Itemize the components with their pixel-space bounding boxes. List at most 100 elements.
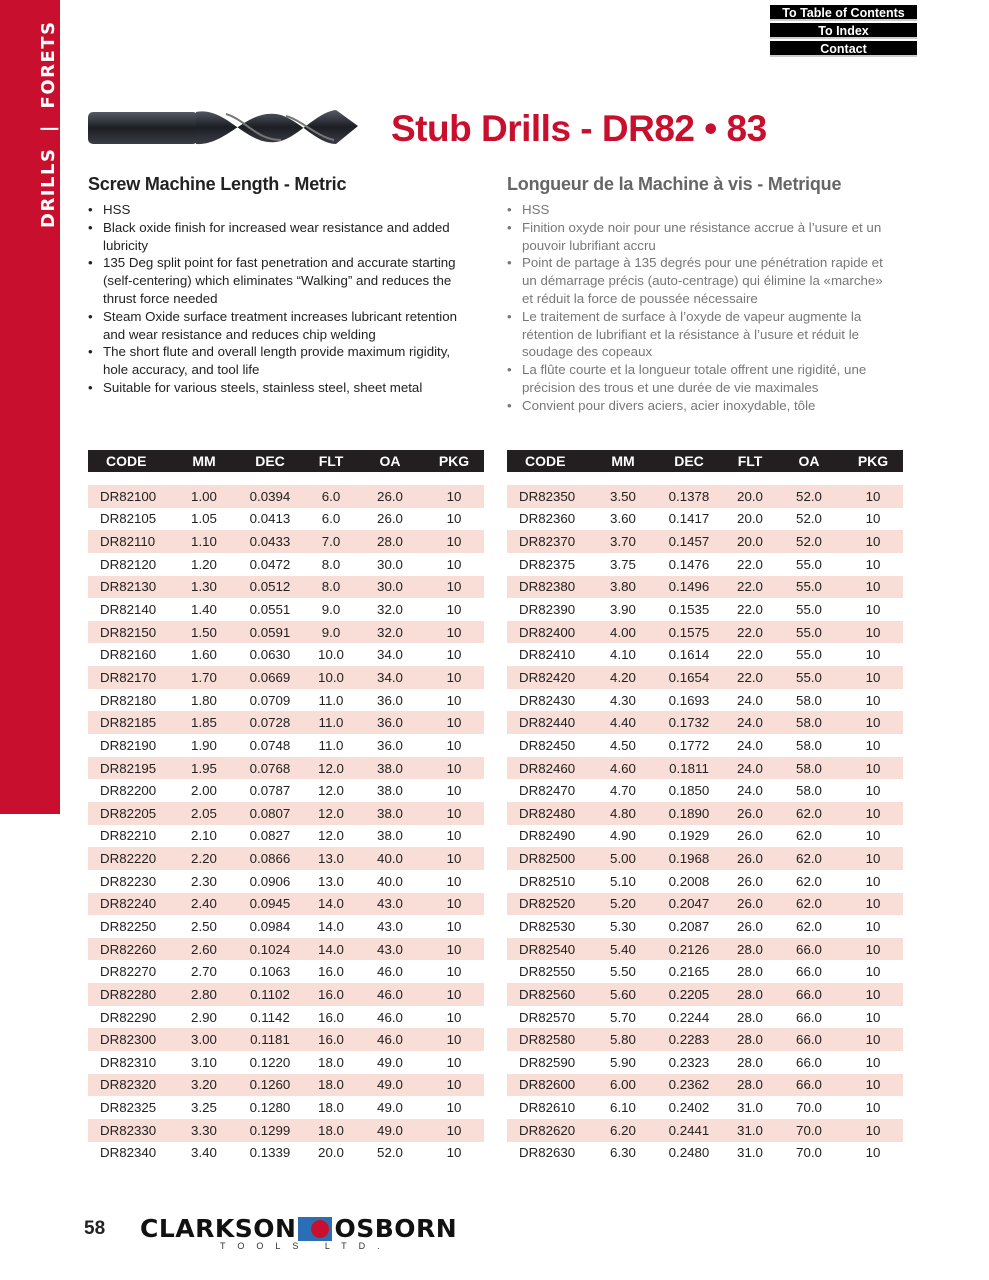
cell-flt: 12.0	[318, 760, 344, 776]
cell-dec: 0.2323	[668, 1054, 710, 1070]
table-row: DR82325 3.25 0.1280 18.0 49.0 10	[88, 1096, 484, 1119]
cell-pkg: 10	[865, 715, 881, 731]
contact-link[interactable]: Contact	[770, 41, 917, 57]
cell-dec: 0.1693	[668, 692, 710, 708]
cell-code: DR82550	[519, 964, 576, 980]
cell-code: DR82230	[100, 873, 157, 889]
table-row: DR82290 2.90 0.1142 16.0 46.0 10	[88, 1006, 484, 1029]
cell-code: DR82280	[100, 986, 157, 1002]
cell-pkg: 10	[865, 1122, 881, 1138]
cell-flt: 12.0	[318, 828, 344, 844]
cell-pkg: 10	[446, 511, 462, 527]
cell-mm: 6.30	[610, 1145, 636, 1161]
cell-oa: 58.0	[796, 737, 822, 753]
cell-dec: 0.1457	[668, 534, 710, 550]
table-row: DR82260 2.60 0.1024 14.0 43.0 10	[88, 937, 484, 961]
cell-dec: 0.1339	[249, 1145, 291, 1161]
french-subtitle: Longueur de la Machine à vis - Metrique	[507, 174, 842, 194]
cell-flt: 14.0	[318, 896, 344, 912]
cell-mm: 5.40	[610, 941, 636, 957]
cell-flt: 14.0	[318, 941, 344, 957]
cell-mm: 5.10	[610, 873, 636, 889]
cell-oa: 66.0	[796, 964, 822, 980]
cell-flt: 7.0	[321, 534, 341, 550]
cell-pkg: 10	[865, 1145, 881, 1161]
cell-pkg: 10	[865, 556, 881, 572]
cell-dec: 0.0984	[249, 918, 291, 934]
cell-oa: 62.0	[796, 918, 822, 934]
table-row: DR82195 1.95 0.0768 12.0 38.0 10	[88, 756, 484, 780]
cell-mm: 1.85	[191, 715, 217, 731]
cell-oa: 49.0	[377, 1077, 403, 1093]
cell-dec: 0.0807	[249, 805, 291, 821]
table-row: DR82240 2.40 0.0945 14.0 43.0 10	[88, 892, 484, 916]
cell-flt: 18.0	[318, 1100, 344, 1116]
cell-pkg: 10	[865, 986, 881, 1002]
cell-pkg: 10	[446, 828, 462, 844]
cell-flt: 31.0	[737, 1145, 763, 1161]
cell-dec: 0.2205	[668, 986, 710, 1002]
table-row: DR82370 3.70 0.1457 20.0 52.0 10	[507, 530, 903, 553]
cell-pkg: 10	[865, 488, 881, 504]
cell-flt: 22.0	[737, 602, 763, 618]
feature-item: Le traitement de surface à l’oxyde de va…	[507, 308, 887, 361]
cell-mm: 1.00	[191, 488, 217, 504]
cell-oa: 55.0	[796, 647, 822, 663]
cell-pkg: 10	[446, 737, 462, 753]
cell-dec: 0.1260	[249, 1077, 291, 1093]
drill-image	[88, 110, 358, 145]
cell-dec: 0.0768	[249, 760, 291, 776]
cell-oa: 52.0	[796, 534, 822, 550]
cell-mm: 3.25	[191, 1100, 217, 1116]
table-row: DR82100 1.00 0.0394 6.0 26.0 10	[88, 485, 484, 508]
cell-dec: 0.1142	[250, 1009, 290, 1025]
cell-oa: 43.0	[377, 918, 403, 934]
cell-code: DR82310	[100, 1054, 157, 1070]
cell-oa: 34.0	[377, 669, 403, 685]
cell-pkg: 10	[446, 760, 462, 776]
cell-pkg: 10	[865, 737, 881, 753]
cell-flt: 28.0	[737, 1054, 763, 1070]
column-header-pkg: PKG	[857, 453, 889, 469]
cell-flt: 24.0	[737, 737, 763, 753]
cell-code: DR82270	[100, 964, 157, 980]
table-row: DR82620 6.20 0.2441 31.0 70.0 10	[507, 1118, 903, 1142]
cell-flt: 24.0	[737, 783, 763, 799]
table-row: DR82310 3.10 0.1220 18.0 49.0 10	[88, 1051, 484, 1074]
cell-pkg: 10	[446, 579, 462, 595]
cell-dec: 0.0827	[249, 828, 291, 844]
column-header-oa: OA	[798, 453, 820, 469]
table-row: DR82480 4.80 0.1890 26.0 62.0 10	[507, 801, 903, 825]
cell-oa: 55.0	[796, 579, 822, 595]
feature-item: Suitable for various steels, stainless s…	[88, 379, 468, 397]
cell-oa: 52.0	[796, 511, 822, 527]
cell-code: DR82330	[100, 1122, 157, 1138]
cell-code: DR82560	[519, 986, 576, 1002]
table-header: CODE MM DEC FLT OA PKG	[507, 450, 903, 472]
cell-flt: 20.0	[318, 1145, 344, 1161]
cell-flt: 12.0	[318, 783, 344, 799]
cell-oa: 55.0	[796, 624, 822, 640]
cell-mm: 4.00	[610, 624, 636, 640]
cell-code: DR82300	[100, 1032, 157, 1048]
cell-dec: 0.2126	[668, 941, 710, 957]
cell-code: DR82520	[519, 896, 576, 912]
cell-code: DR82460	[519, 760, 576, 776]
cell-pkg: 10	[865, 624, 881, 640]
cell-dec: 0.1890	[668, 805, 710, 821]
table-of-contents-link[interactable]: To Table of Contents	[770, 5, 917, 21]
cell-flt: 26.0	[737, 896, 763, 912]
cell-flt: 31.0	[737, 1100, 763, 1116]
index-link[interactable]: To Index	[770, 23, 917, 39]
cell-mm: 4.10	[610, 647, 636, 663]
cell-flt: 28.0	[737, 1077, 763, 1093]
cell-pkg: 10	[865, 1032, 881, 1048]
cell-oa: 58.0	[796, 783, 822, 799]
cell-pkg: 10	[446, 1032, 462, 1048]
cell-pkg: 10	[865, 896, 881, 912]
cell-code: DR82150	[100, 624, 157, 640]
table-row: DR82510 5.10 0.2008 26.0 62.0 10	[507, 870, 903, 893]
cell-dec: 0.0906	[249, 873, 291, 889]
cell-oa: 49.0	[377, 1122, 403, 1138]
cell-pkg: 10	[865, 828, 881, 844]
